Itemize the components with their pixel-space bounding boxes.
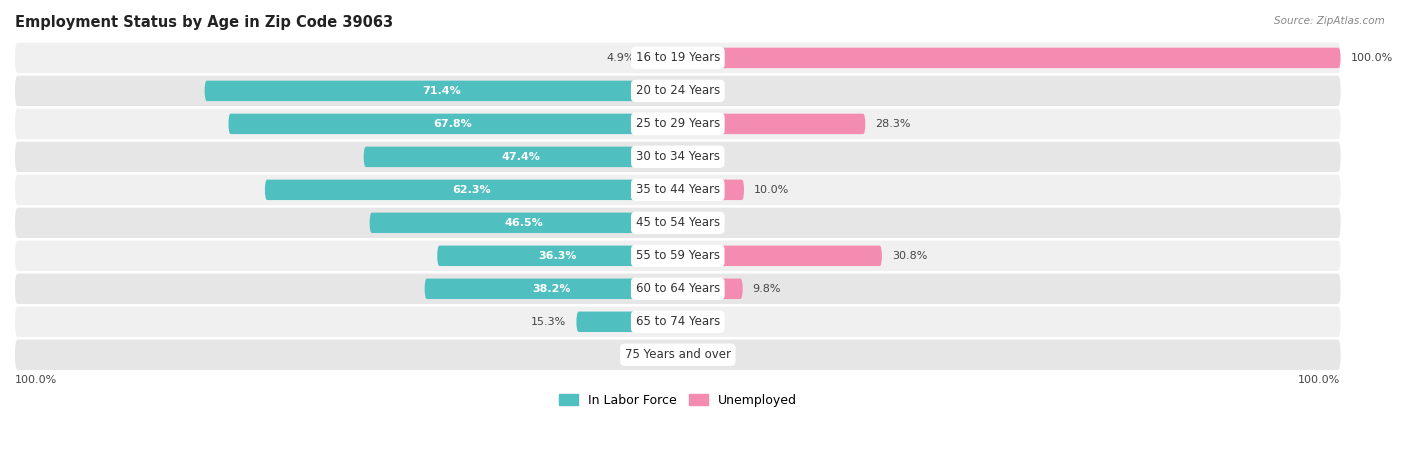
- Text: 71.4%: 71.4%: [422, 86, 461, 96]
- FancyBboxPatch shape: [364, 147, 678, 167]
- Text: 9.8%: 9.8%: [752, 284, 782, 294]
- Legend: In Labor Force, Unemployed: In Labor Force, Unemployed: [554, 389, 801, 412]
- FancyBboxPatch shape: [370, 212, 678, 233]
- Text: 0.0%: 0.0%: [688, 350, 716, 360]
- FancyBboxPatch shape: [15, 109, 1340, 139]
- Text: 16 to 19 Years: 16 to 19 Years: [636, 51, 720, 64]
- FancyBboxPatch shape: [264, 179, 678, 200]
- Text: 10.0%: 10.0%: [754, 185, 789, 195]
- FancyBboxPatch shape: [425, 279, 678, 299]
- Text: 0.0%: 0.0%: [688, 317, 716, 327]
- Text: 60 to 64 Years: 60 to 64 Years: [636, 282, 720, 295]
- Text: Employment Status by Age in Zip Code 39063: Employment Status by Age in Zip Code 390…: [15, 15, 394, 30]
- FancyBboxPatch shape: [678, 179, 744, 200]
- Text: 0.0%: 0.0%: [640, 350, 668, 360]
- Text: 0.0%: 0.0%: [688, 218, 716, 228]
- FancyBboxPatch shape: [15, 340, 1340, 370]
- Text: 28.3%: 28.3%: [876, 119, 911, 129]
- FancyBboxPatch shape: [678, 279, 742, 299]
- Text: 30.8%: 30.8%: [891, 251, 927, 261]
- Text: 35 to 44 Years: 35 to 44 Years: [636, 184, 720, 196]
- Text: 20 to 24 Years: 20 to 24 Years: [636, 84, 720, 97]
- FancyBboxPatch shape: [15, 43, 1340, 73]
- Text: 36.3%: 36.3%: [538, 251, 576, 261]
- FancyBboxPatch shape: [15, 142, 1340, 172]
- FancyBboxPatch shape: [645, 48, 678, 68]
- Text: 25 to 29 Years: 25 to 29 Years: [636, 117, 720, 130]
- Text: 0.0%: 0.0%: [688, 152, 716, 162]
- Text: 62.3%: 62.3%: [451, 185, 491, 195]
- Text: 38.2%: 38.2%: [531, 284, 571, 294]
- Text: 100.0%: 100.0%: [1298, 375, 1340, 385]
- FancyBboxPatch shape: [204, 81, 678, 101]
- FancyBboxPatch shape: [15, 241, 1340, 271]
- FancyBboxPatch shape: [15, 76, 1340, 106]
- Text: 100.0%: 100.0%: [1351, 53, 1393, 63]
- Text: 100.0%: 100.0%: [15, 375, 58, 385]
- FancyBboxPatch shape: [678, 48, 1340, 68]
- Text: 30 to 34 Years: 30 to 34 Years: [636, 150, 720, 163]
- FancyBboxPatch shape: [15, 207, 1340, 238]
- Text: 67.8%: 67.8%: [433, 119, 472, 129]
- Text: 4.9%: 4.9%: [607, 53, 636, 63]
- Text: 65 to 74 Years: 65 to 74 Years: [636, 315, 720, 328]
- FancyBboxPatch shape: [678, 114, 865, 134]
- FancyBboxPatch shape: [228, 114, 678, 134]
- Text: 55 to 59 Years: 55 to 59 Years: [636, 249, 720, 262]
- FancyBboxPatch shape: [15, 274, 1340, 304]
- FancyBboxPatch shape: [678, 246, 882, 266]
- Text: 0.0%: 0.0%: [688, 86, 716, 96]
- Text: Source: ZipAtlas.com: Source: ZipAtlas.com: [1274, 16, 1385, 26]
- Text: 47.4%: 47.4%: [502, 152, 540, 162]
- FancyBboxPatch shape: [437, 246, 678, 266]
- FancyBboxPatch shape: [576, 312, 678, 332]
- FancyBboxPatch shape: [15, 175, 1340, 205]
- Text: 15.3%: 15.3%: [531, 317, 567, 327]
- Text: 45 to 54 Years: 45 to 54 Years: [636, 216, 720, 229]
- FancyBboxPatch shape: [15, 307, 1340, 337]
- Text: 75 Years and over: 75 Years and over: [624, 348, 731, 361]
- Text: 46.5%: 46.5%: [505, 218, 543, 228]
